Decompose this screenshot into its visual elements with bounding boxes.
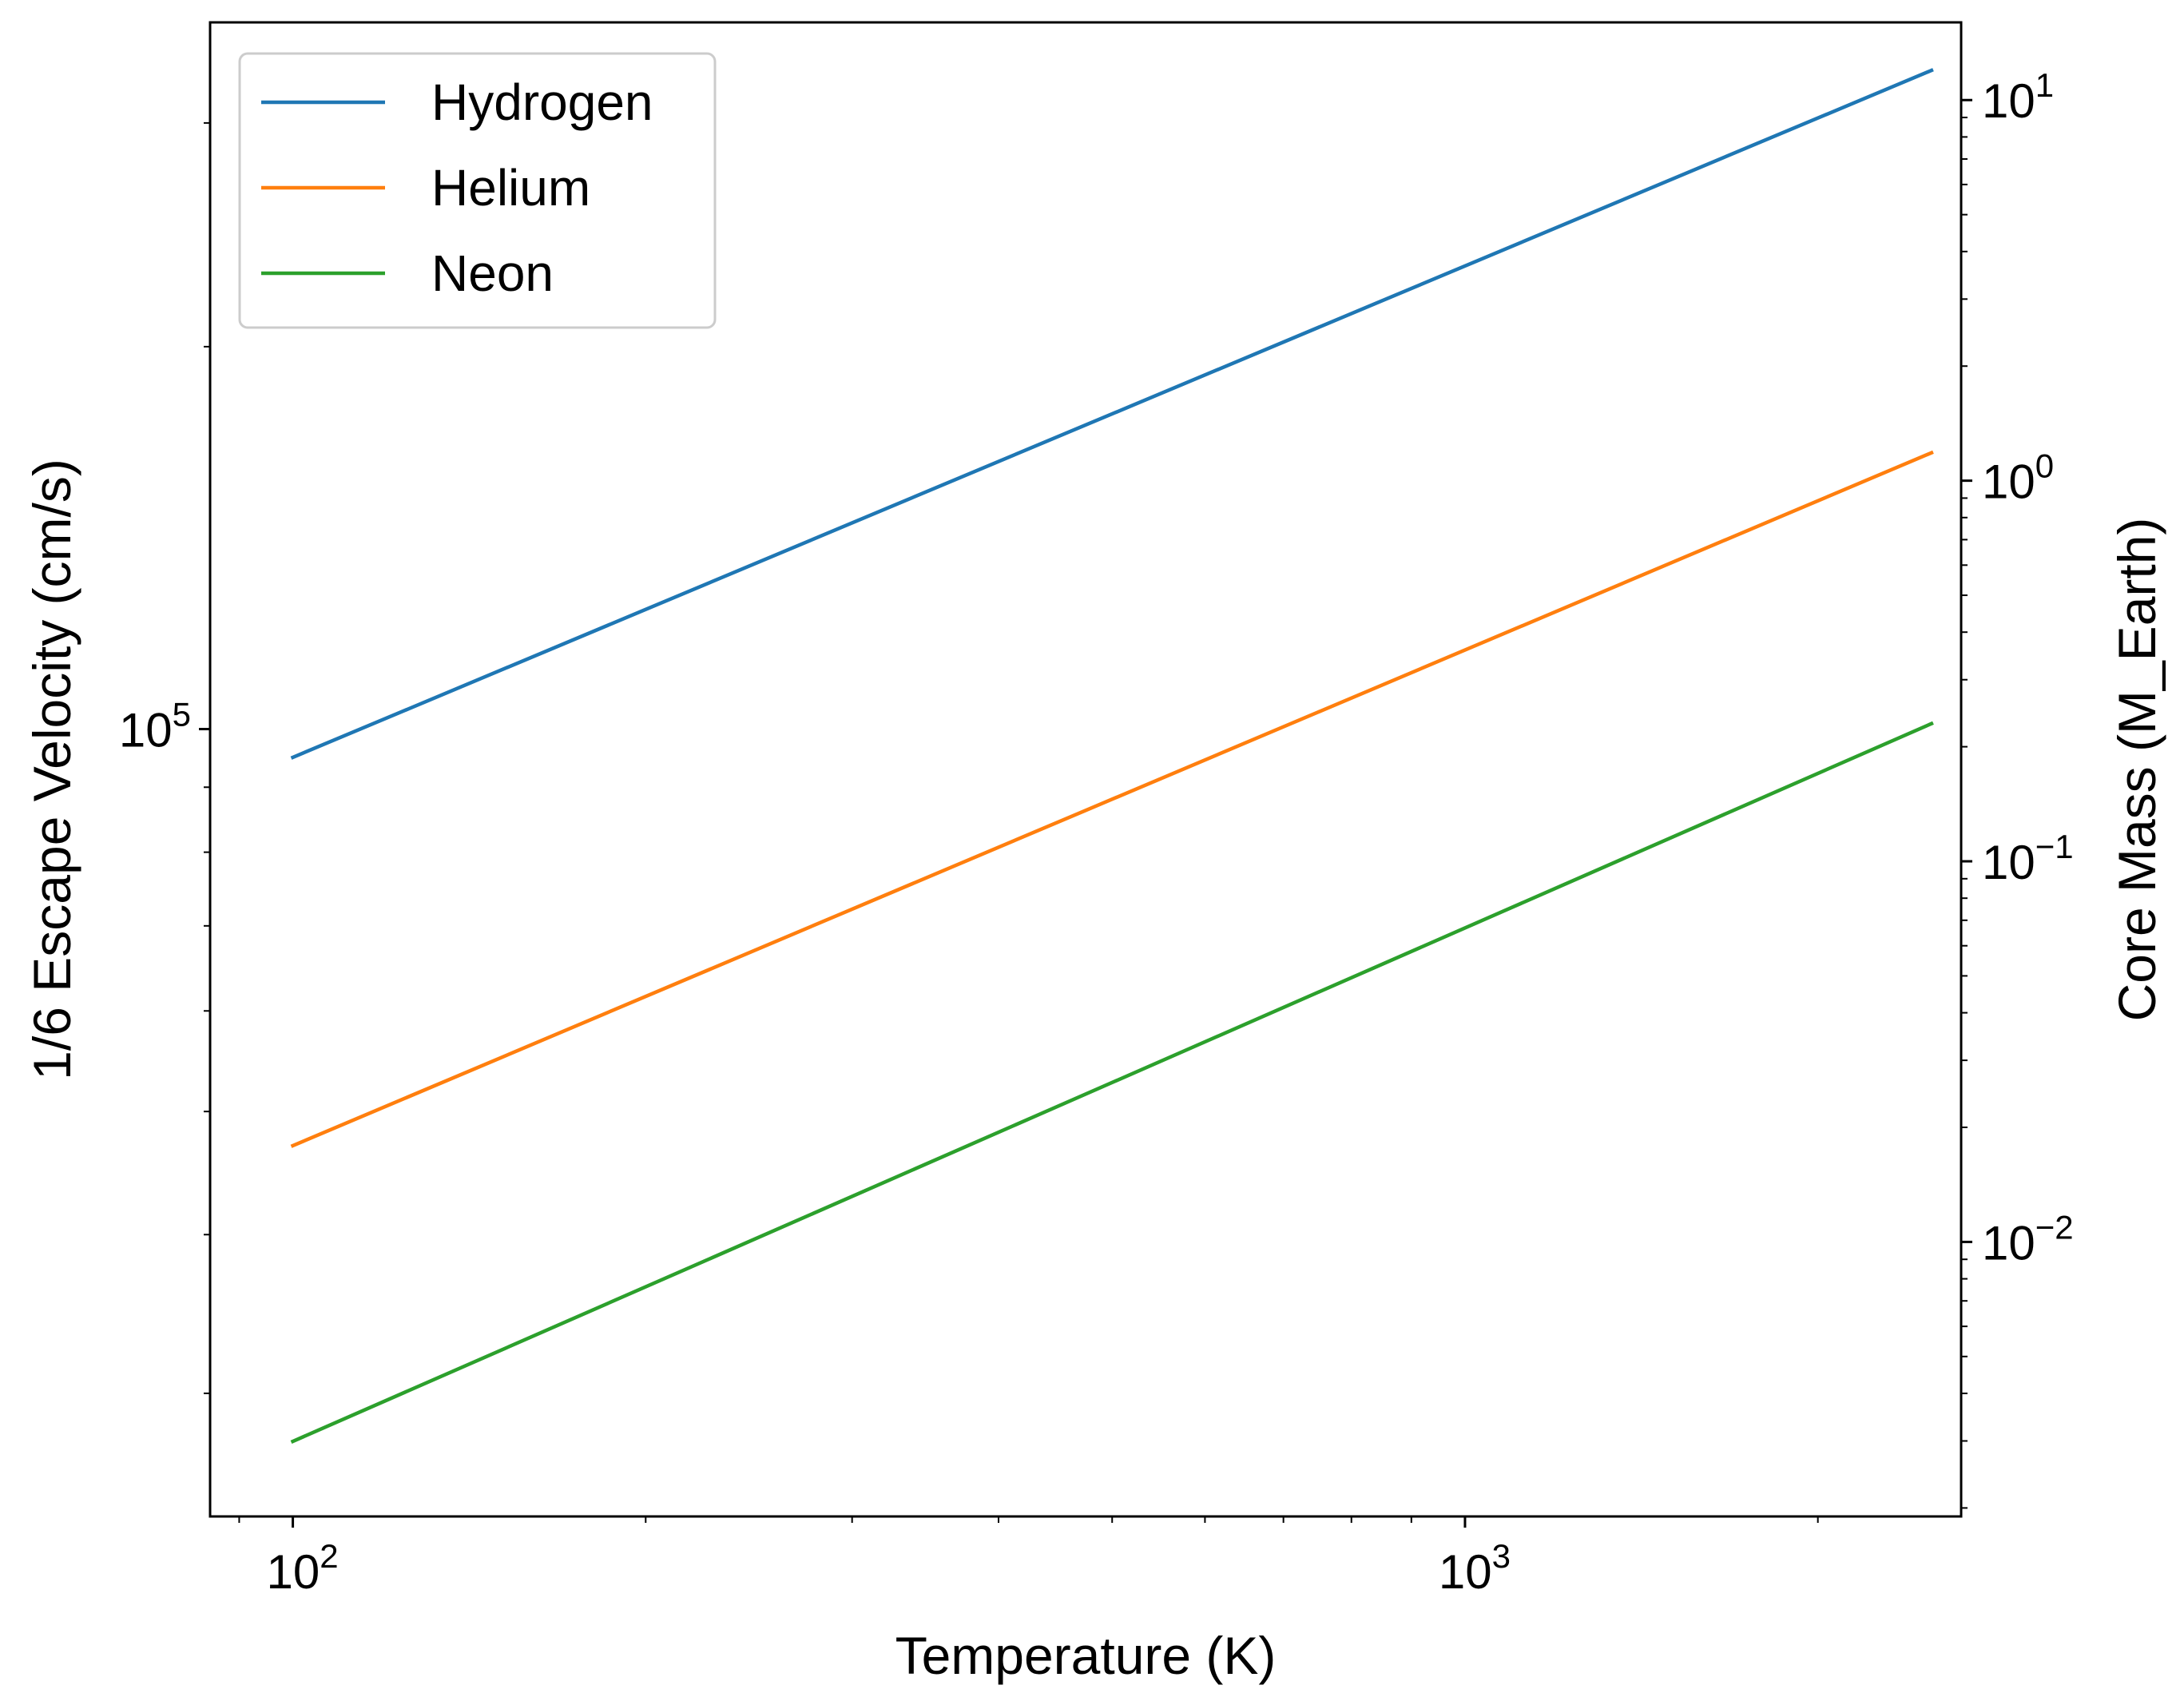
x-tick-base: 10 xyxy=(267,1545,320,1599)
legend: Hydrogen Helium Neon xyxy=(238,52,717,329)
y-left-tick-exponent: 5 xyxy=(173,696,191,733)
x-tick-label: 102 xyxy=(267,1537,339,1599)
x-axis-label: Temperature (K) xyxy=(895,1626,1277,1685)
y-right-tick-base: 10 xyxy=(1982,1216,2035,1270)
plot-frame xyxy=(208,21,1963,1518)
legend-box xyxy=(238,52,717,329)
y-right-tick-base: 10 xyxy=(1982,836,2035,889)
y-right-tick-exponent: −2 xyxy=(2035,1208,2074,1246)
y-left-tick-base: 10 xyxy=(119,704,173,757)
legend-label-helium: Helium xyxy=(431,159,590,217)
y-right-tick-label: 100 xyxy=(1982,447,2054,509)
y-right-tick-label: 101 xyxy=(1982,66,2054,128)
y-right-tick-exponent: −1 xyxy=(2035,828,2074,865)
y-axis-left-label: 1/6 Escape Velocity (cm/s) xyxy=(22,459,81,1080)
legend-label-hydrogen: Hydrogen xyxy=(431,74,653,131)
y-right-tick-exponent: 1 xyxy=(2035,66,2054,104)
y-axis-right-label: Core Mass (M_Earth) xyxy=(2107,518,2166,1022)
y-right-tick-base: 10 xyxy=(1982,74,2035,128)
y-left-tick-label: 105 xyxy=(119,696,191,757)
y-right-tick-label: 10−2 xyxy=(1982,1208,2074,1270)
legend-items: Hydrogen Helium Neon xyxy=(261,74,653,302)
series-line-neon xyxy=(290,721,1934,1444)
series-line-hydrogen xyxy=(290,68,1934,760)
series-layer xyxy=(290,68,1934,1444)
x-tick-label: 103 xyxy=(1439,1537,1511,1599)
series-line-helium xyxy=(290,450,1934,1148)
x-tick-base: 10 xyxy=(1439,1545,1492,1599)
x-tick-exponent: 3 xyxy=(1492,1537,1511,1575)
y-right-tick-exponent: 0 xyxy=(2035,447,2054,485)
x-tick-exponent: 2 xyxy=(320,1537,338,1575)
legend-label-neon: Neon xyxy=(431,244,554,302)
y-right-tick-base: 10 xyxy=(1982,455,2035,509)
y-right-tick-label: 10−1 xyxy=(1982,828,2074,889)
